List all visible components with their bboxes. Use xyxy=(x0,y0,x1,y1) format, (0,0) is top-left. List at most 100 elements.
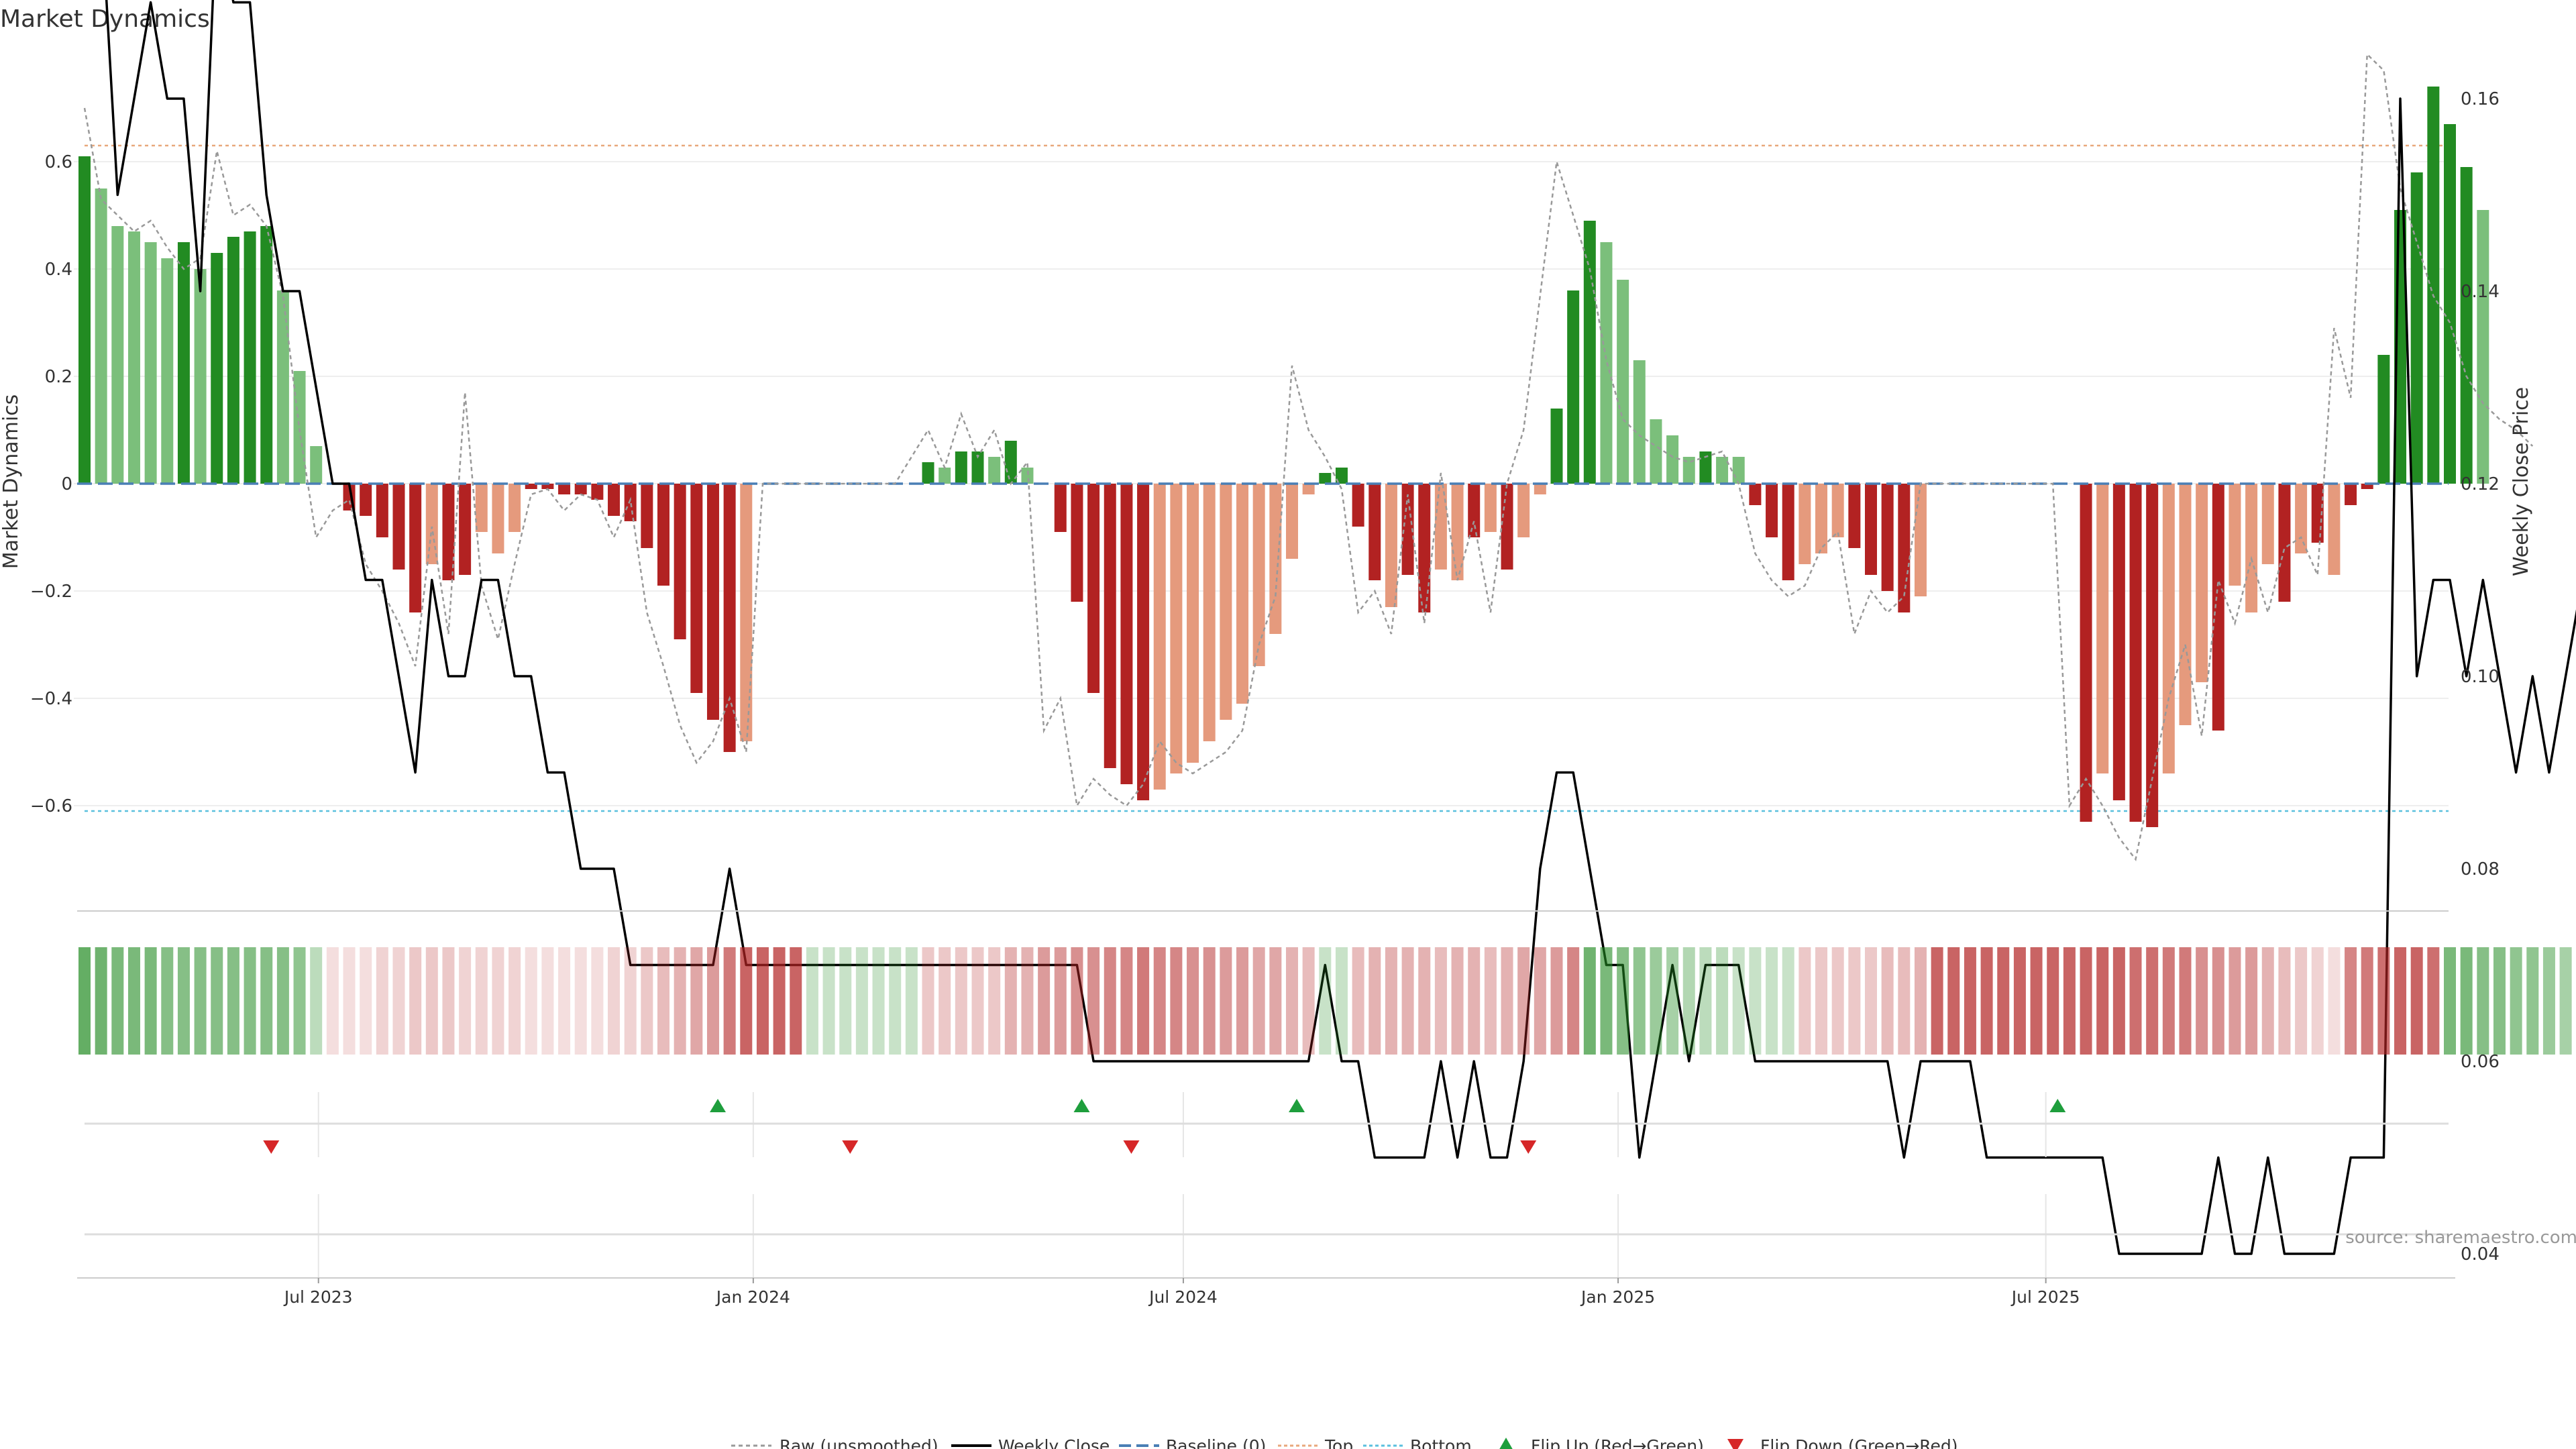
strip-cell xyxy=(1600,947,1613,1055)
bar xyxy=(459,484,472,575)
strip-cell xyxy=(1848,947,1861,1055)
strip-cell xyxy=(971,947,984,1055)
strip-cell xyxy=(244,947,256,1055)
bar xyxy=(1302,484,1315,494)
legend-flip-down-icon xyxy=(1727,1439,1743,1449)
bar xyxy=(641,484,653,548)
bar xyxy=(1831,484,1844,537)
bar xyxy=(2460,167,2473,484)
strip-cell xyxy=(1567,947,1580,1055)
y-tick-right-label: 0.06 xyxy=(2461,1052,2500,1072)
bar xyxy=(1799,484,1811,564)
bar xyxy=(1385,484,1397,607)
regime-strip xyxy=(78,947,2572,1055)
bar xyxy=(1699,451,1712,484)
bar xyxy=(1782,484,1794,580)
bottom-panel-gridlines xyxy=(317,1194,2047,1278)
bar xyxy=(1451,484,1464,580)
strip-cell xyxy=(674,947,686,1055)
bar xyxy=(144,242,157,484)
strip-cell xyxy=(2063,947,2076,1055)
bar xyxy=(1021,468,1034,484)
strip-cell xyxy=(806,947,818,1055)
strip-cell xyxy=(723,947,736,1055)
y-tick-left-label: −0.4 xyxy=(30,689,72,709)
strip-cell xyxy=(1170,947,1183,1055)
bar xyxy=(409,484,422,612)
strip-cell xyxy=(1004,947,1017,1055)
bar xyxy=(1071,484,1083,602)
x-tick-label: Jul 2023 xyxy=(283,1287,353,1307)
bar xyxy=(1716,457,1729,484)
bar xyxy=(1617,280,1629,484)
bar xyxy=(1004,441,1017,484)
strip-cell xyxy=(1236,947,1249,1055)
strip-cell xyxy=(2559,947,2572,1055)
strip-cell xyxy=(2112,947,2125,1055)
bar xyxy=(2377,355,2390,484)
bar xyxy=(492,484,504,553)
bar xyxy=(276,290,289,484)
strip-cell xyxy=(1153,947,1166,1055)
y-axis-left-ticks: 0.6 0.4 0.2 0 −0.2 −0.4 −0.6 xyxy=(30,152,72,816)
bar xyxy=(1434,484,1447,570)
bar xyxy=(1468,484,1481,537)
flip-down-marker xyxy=(1123,1140,1140,1154)
bar xyxy=(376,484,388,537)
strip-cell xyxy=(1617,947,1629,1055)
bar xyxy=(558,484,571,494)
strip-cell xyxy=(1550,947,1563,1055)
x-tick-label: Jul 2024 xyxy=(1148,1287,1218,1307)
bar xyxy=(244,231,256,484)
strip-cell xyxy=(2427,947,2440,1055)
x-tick-label: Jul 2025 xyxy=(2010,1287,2080,1307)
y-axis-right-label: Weekly Close Price xyxy=(2510,387,2533,576)
bar xyxy=(2129,484,2142,822)
bar xyxy=(425,484,438,564)
strip-cell xyxy=(2212,947,2224,1055)
source-note: source: sharemaestro.com xyxy=(2345,1228,2576,1248)
bar xyxy=(1319,473,1332,484)
strip-cell xyxy=(1451,947,1464,1055)
legend-flip-down-label: Flip Down (Green→Red) xyxy=(1760,1436,1958,1449)
bar xyxy=(2179,484,2192,725)
legend-item-flip-up: Flip Up (Red→Green) xyxy=(1499,1436,1704,1449)
strip-cell xyxy=(1666,947,1679,1055)
strip-cell xyxy=(1980,947,1993,1055)
strip-cell xyxy=(1931,947,1943,1055)
raw-line xyxy=(83,52,2534,861)
strip-cell xyxy=(1285,947,1298,1055)
strip-cell xyxy=(2345,947,2357,1055)
bar xyxy=(177,242,190,484)
strip-cell xyxy=(872,947,885,1055)
strip-cell xyxy=(1898,947,1911,1055)
strip-cell xyxy=(425,947,438,1055)
strip-cell xyxy=(2328,947,2341,1055)
bar xyxy=(2444,124,2456,484)
strip-cell xyxy=(2278,947,2291,1055)
series-lines xyxy=(77,0,2576,1255)
strip-cell xyxy=(1252,947,1265,1055)
strip-cell xyxy=(2047,947,2059,1055)
strip-cell xyxy=(2030,947,2043,1055)
strip-cell xyxy=(2245,947,2258,1055)
x-axis-ticks: Jul 2023 Jan 2024 Jul 2024 Jan 2025 Jul 2025 xyxy=(283,1278,2080,1307)
bar xyxy=(1120,484,1133,784)
bar xyxy=(1170,484,1183,773)
strip-cell xyxy=(194,947,207,1055)
bar xyxy=(1749,484,1762,505)
bar xyxy=(938,468,951,484)
bar xyxy=(2410,172,2423,484)
flip-down-marker xyxy=(263,1140,280,1154)
strip-cell xyxy=(1071,947,1083,1055)
bar xyxy=(260,226,273,484)
legend-item-top: Top xyxy=(1278,1436,1353,1449)
strip-cell xyxy=(1716,947,1729,1055)
bar xyxy=(2345,484,2357,505)
strip-cell xyxy=(2196,947,2208,1055)
bar xyxy=(2196,484,2208,682)
strip-cell xyxy=(1054,947,1067,1055)
bar xyxy=(2328,484,2341,575)
chart-title: Market Dynamics xyxy=(0,5,210,33)
y-tick-left-label: 0.4 xyxy=(45,260,72,280)
